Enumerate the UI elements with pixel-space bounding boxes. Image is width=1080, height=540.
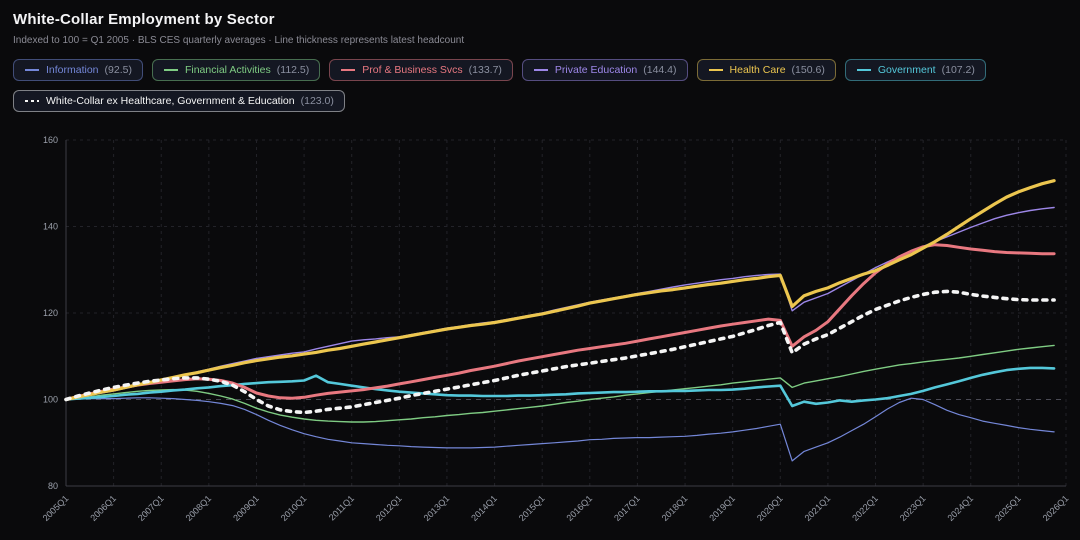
legend-label: Information — [46, 64, 99, 76]
x-axis-label: 2023Q1 — [898, 493, 928, 523]
x-axis-label: 2024Q1 — [945, 493, 975, 523]
x-axis-label: 2016Q1 — [565, 493, 595, 523]
y-axis-label: 80 — [48, 481, 58, 491]
x-axis-label: 2019Q1 — [707, 493, 737, 523]
legend-item-health-care[interactable]: Health Care (150.6) — [696, 59, 836, 81]
legend-value: (92.5) — [104, 64, 132, 76]
page-subtitle: Indexed to 100 = Q1 2005 · BLS CES quart… — [13, 35, 465, 46]
x-axis-label: 2012Q1 — [374, 493, 404, 523]
dashed-line-icon — [25, 100, 39, 102]
x-axis-label: 2022Q1 — [850, 493, 880, 523]
x-axis-label: 2011Q1 — [327, 493, 356, 522]
legend-label: Financial Activities — [184, 64, 271, 76]
x-axis-label: 2010Q1 — [279, 493, 309, 523]
legend-item-financial-activities[interactable]: Financial Activities (112.5) — [151, 59, 321, 81]
legend-row-1: Information (92.5) Financial Activities (11… — [0, 59, 1080, 81]
line-swatch-icon — [163, 69, 178, 71]
legend-value: (144.4) — [643, 64, 677, 76]
x-axis-label: 2017Q1 — [612, 493, 642, 523]
line-swatch-icon — [341, 69, 356, 71]
x-axis-label: 2006Q1 — [88, 493, 118, 523]
line-swatch-icon — [708, 69, 723, 71]
legend-item-government[interactable]: Government (107.2) — [844, 59, 986, 81]
legend-item-white-collar-ex[interactable]: White-Collar ex Healthcare, Government &… — [13, 90, 345, 112]
legend-label: Government — [877, 64, 936, 76]
line-swatch-icon — [25, 69, 39, 71]
y-axis-label: 160 — [43, 135, 58, 145]
legend-value: (112.5) — [276, 64, 310, 76]
x-axis-label: 2026Q1 — [1041, 493, 1071, 523]
series-line-information — [65, 397, 1055, 462]
x-axis-label: 2025Q1 — [993, 493, 1023, 523]
x-axis-label: 2015Q1 — [517, 493, 547, 523]
y-axis-label: 140 — [43, 222, 58, 232]
x-axis-label: 2005Q1 — [41, 493, 71, 523]
series-line-government — [64, 366, 1056, 408]
chart-header: White-Collar Employment by Sector Indexe… — [0, 0, 1080, 46]
legend-value: (123.0) — [300, 95, 334, 107]
legend-item-information[interactable]: Information (92.5) — [13, 59, 143, 81]
x-axis-label: 2020Q1 — [755, 493, 785, 523]
legend-label: Private Education — [554, 64, 638, 76]
series-line-private-education — [65, 206, 1055, 401]
series-line-white-collar-ex — [64, 289, 1056, 415]
x-axis-label: 2018Q1 — [660, 493, 690, 523]
x-axis-label: 2013Q1 — [422, 493, 452, 523]
series-line-health-care — [64, 179, 1056, 402]
y-axis-label: 120 — [43, 308, 58, 318]
y-axis-label: 100 — [43, 395, 58, 405]
legend-value: (150.6) — [791, 64, 825, 76]
legend-value: (107.2) — [941, 64, 975, 76]
line-swatch-icon — [856, 69, 871, 71]
series-line-prof-business-svcs — [64, 243, 1056, 401]
legend-label: White-Collar ex Healthcare, Government &… — [46, 95, 295, 107]
legend-row-2: White-Collar ex Healthcare, Government &… — [0, 90, 1080, 112]
x-axis-label: 2007Q1 — [136, 493, 166, 523]
series-line-financial-activities — [65, 344, 1055, 423]
x-axis-label: 2009Q1 — [231, 493, 261, 523]
legend-label: Health Care — [729, 64, 786, 76]
line-swatch-icon — [533, 69, 548, 71]
legend-value: (133.7) — [468, 64, 502, 76]
x-axis-label: 2014Q1 — [469, 493, 499, 523]
employment-chart: 2005Q1 2006Q1 2007Q1 2008Q1 2009Q1 2010Q1 2011… — [41, 135, 1071, 523]
x-axis-label: 2008Q1 — [184, 493, 214, 523]
page-title: White-Collar Employment by Sector — [13, 11, 275, 28]
legend-item-private-education[interactable]: Private Education (144.4) — [521, 59, 688, 81]
legend-item-prof-business-svcs[interactable]: Prof & Business Svcs (133.7) — [329, 59, 513, 81]
x-axis-label: 2021Q1 — [803, 493, 833, 523]
legend-label: Prof & Business Svcs — [362, 64, 463, 76]
